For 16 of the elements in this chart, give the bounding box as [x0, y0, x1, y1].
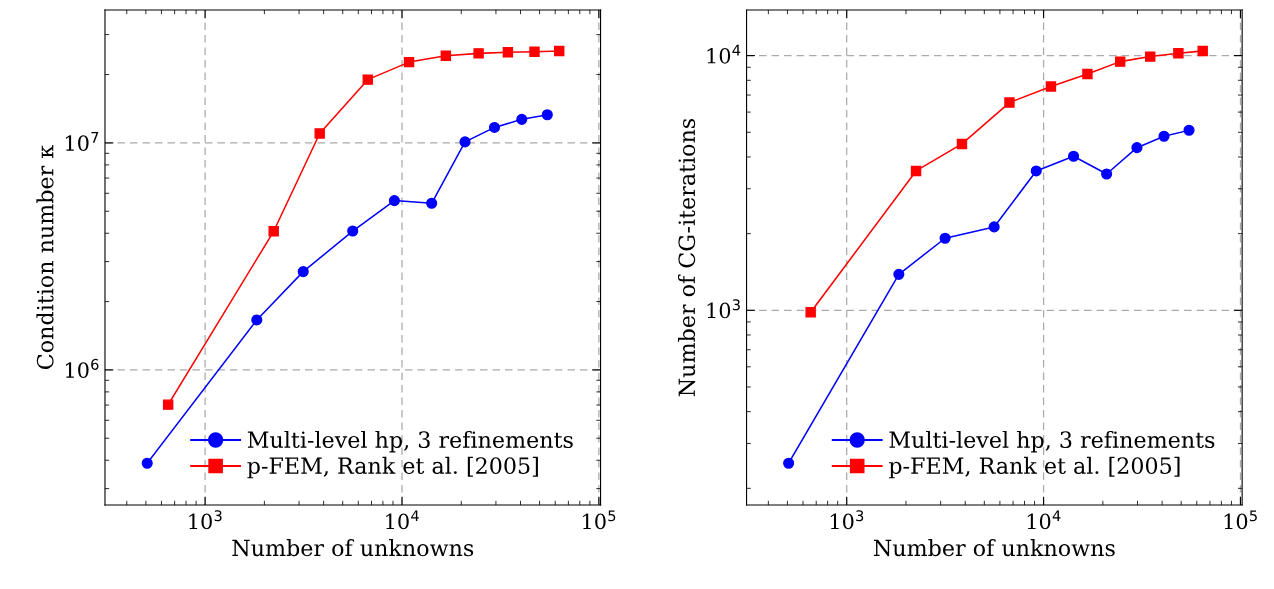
legend-label: Multi-level hp, 3 refinements — [247, 430, 573, 453]
x-tick-label: 10$^{4}$ — [386, 510, 419, 530]
legend-label: p-FEM, Rank et al. [2005] — [888, 456, 1180, 479]
x-tick-label: 10$^{4}$ — [1027, 510, 1061, 530]
x-tick-label: 10$^{5}$ — [1224, 510, 1257, 530]
legend-label: p-FEM, Rank et al. [2005] — [247, 456, 538, 479]
y-tick-label: 10$^{7}$ — [65, 132, 99, 151]
x-tick-label: 10$^{3}$ — [189, 510, 222, 530]
x-axis-title: Number of unknowns — [232, 539, 474, 557]
x-axis-title: Number of unknowns — [873, 539, 1115, 557]
x-tick-label: 10$^{3}$ — [830, 510, 864, 530]
y-axis-title: Condition number κ — [36, 145, 54, 369]
legend-label: Multi-level hp, 3 refinements — [889, 430, 1215, 453]
x-tick-label: 10$^{5}$ — [583, 510, 616, 530]
y-tick-label: 10$^{6}$ — [65, 358, 99, 378]
y-axis-title: Number of CG-iterations — [677, 118, 696, 397]
